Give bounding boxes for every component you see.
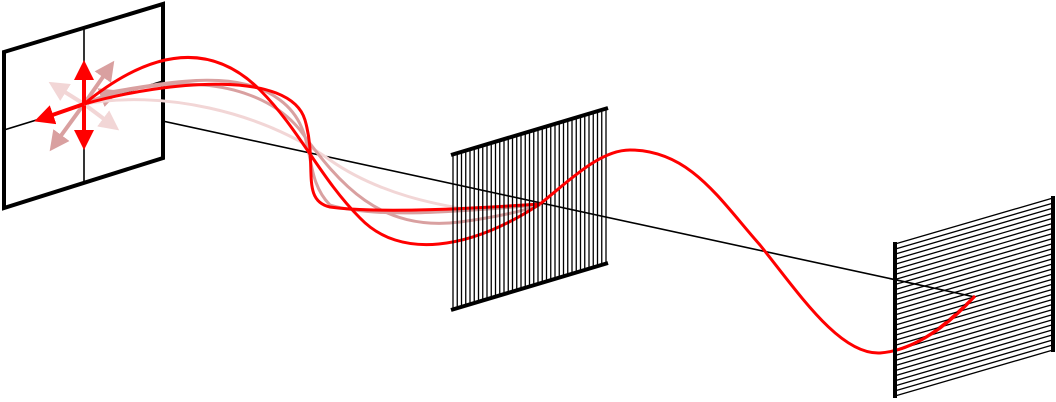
analyzer-slit-line — [894, 298, 1054, 346]
analyzer-slit-line — [894, 313, 1054, 362]
analyzer-slit-line — [894, 329, 1054, 377]
analyzer-slit-line — [894, 242, 1054, 291]
analyzer-slit-line — [894, 217, 1054, 265]
analyzer-slit-line — [894, 207, 1054, 255]
medium-arrow-down-left — [49, 102, 86, 152]
analyzer-slit-line — [894, 288, 1054, 336]
polarizer — [450, 106, 609, 312]
polarizer-bottom-edge — [450, 261, 609, 312]
analyzer-slit-line — [894, 253, 1054, 301]
analyzer-slit-line — [894, 268, 1054, 316]
analyzer-slit-line — [894, 222, 1054, 270]
analyzer-slit-line — [894, 334, 1054, 382]
analyzer-slit-line — [894, 308, 1054, 357]
unpolarized-waves — [83, 56, 541, 246]
analyzer-slit-line — [894, 278, 1054, 326]
faint-arrow-down-right — [82, 102, 120, 131]
analyzer-slit-line — [894, 197, 1054, 245]
polarizer-top-edge — [450, 106, 609, 157]
analyzer-slit-line — [894, 293, 1054, 341]
analyzer-slit-line — [894, 263, 1054, 311]
analyzer-slit-line — [894, 324, 1054, 372]
analyzer-slit-line — [894, 232, 1054, 281]
analyzer-slit-line — [894, 318, 1054, 367]
medium-arrow-up-right — [82, 60, 115, 106]
analyzer-slit-line — [894, 227, 1054, 276]
wave-red-vertical — [83, 56, 541, 246]
faint-arrow-up-left — [48, 81, 86, 106]
red-arrow-left — [34, 102, 85, 125]
analyzer-slit-line — [894, 349, 1054, 397]
analyzer-slit-line — [894, 248, 1054, 296]
analyzer-slit-line — [894, 344, 1054, 392]
wave-red-horizontal — [83, 82, 541, 212]
analyzer-slit-line — [894, 212, 1054, 260]
blocked-wave-tail — [896, 294, 977, 352]
analyzer-slit-line — [894, 339, 1054, 387]
analyzer-slit-line — [894, 258, 1054, 306]
transmitted-wave — [539, 148, 977, 355]
analyzer-slit-line — [894, 237, 1054, 286]
analyzer-slit-line — [894, 303, 1054, 352]
analyzer-slits — [894, 197, 1054, 397]
analyzer-slit-line — [894, 283, 1054, 331]
analyzer-slit-line — [894, 202, 1054, 250]
analyzer — [893, 196, 1055, 398]
polarizer-slits — [452, 108, 607, 310]
